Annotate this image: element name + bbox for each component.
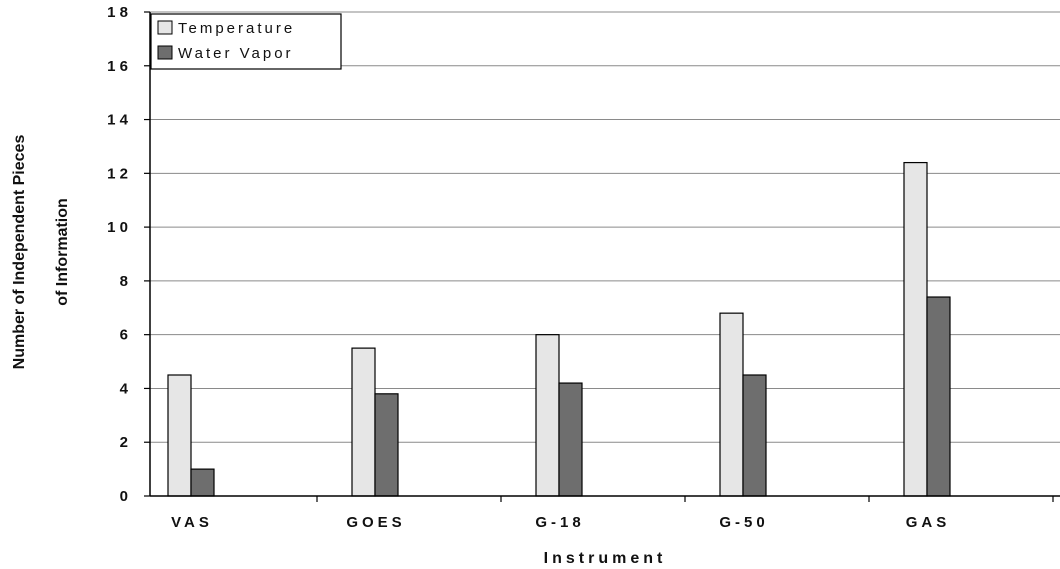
- bar-water-vapor-g-18: [558, 382, 583, 497]
- y-tick-label: 1 4: [107, 112, 129, 129]
- legend-swatch-temperature: [157, 20, 173, 35]
- bar-water-vapor-vas: [190, 468, 215, 497]
- y-tick-label: 1 0: [107, 219, 128, 236]
- x-tick-label: VAS: [171, 514, 213, 531]
- axes: [144, 11, 1060, 502]
- legend-box: [150, 13, 342, 70]
- bar-water-vapor-g-50: [742, 374, 767, 497]
- x-tick-label: GOES: [346, 514, 405, 531]
- y-tick-labels: 0 2 4 6 8 1 0 1 2 1 4 1 6 1 8: [107, 4, 129, 505]
- legend-label-temperature: Temperature: [178, 20, 295, 37]
- bar-temperature-g-18: [535, 334, 560, 497]
- y-tick-label: 1 8: [107, 4, 128, 21]
- bar-temperature-goes: [351, 347, 376, 497]
- y-tick-label: 0: [120, 488, 128, 505]
- bar-temperature-vas: [167, 374, 192, 497]
- y-axis-title-line-2: of Information: [54, 198, 71, 306]
- x-axis-title: Instrument: [544, 550, 667, 567]
- legend-swatch-water-vapor: [157, 45, 173, 60]
- bar-temperature-gas: [903, 161, 928, 497]
- y-tick-label: 6: [120, 327, 128, 344]
- y-tick-label: 1 2: [107, 165, 128, 182]
- y-tick-label: 4: [120, 380, 129, 397]
- y-tick-label: 2: [120, 434, 128, 451]
- legend: Temperature Water Vapor: [150, 13, 342, 70]
- y-tick-label: 8: [120, 273, 128, 290]
- legend-label-water-vapor: Water Vapor: [178, 45, 294, 62]
- bar-temperature-g-50: [719, 312, 744, 497]
- bar-water-vapor-gas: [926, 296, 951, 497]
- x-tick-label: G-18: [535, 514, 584, 531]
- y-tick-label: 1 6: [107, 58, 128, 75]
- bar-water-vapor-goes: [374, 393, 399, 497]
- x-tick-label: G-50: [719, 514, 768, 531]
- y-axis-title-line-1: Number of Independent Pieces: [11, 135, 28, 370]
- x-tick-label: GAS: [906, 514, 951, 531]
